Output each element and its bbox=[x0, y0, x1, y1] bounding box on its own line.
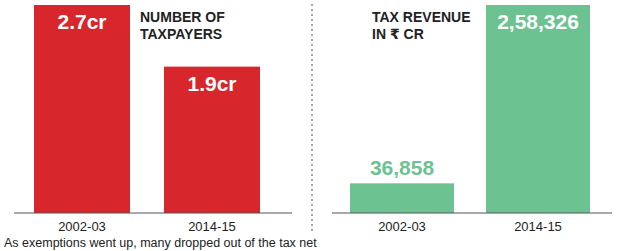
category-label: 2002-03 bbox=[378, 219, 426, 234]
data-label: 2,58,326 bbox=[497, 10, 579, 33]
bar bbox=[34, 5, 130, 213]
data-label: 2.7cr bbox=[57, 10, 106, 33]
data-label: 1.9cr bbox=[187, 72, 236, 95]
panel: 36,858 2002-03 2,58,326 2014-15 TAX REVENUEI… bbox=[332, 5, 612, 234]
category-label: 2002-03 bbox=[58, 219, 106, 234]
labels: 36,858 2002-03 2,58,326 2014-15 TAX REVENUEI… bbox=[370, 9, 579, 234]
data-label: 36,858 bbox=[370, 156, 435, 179]
panel: 2.7cr 2002-03 1.9cr 2014-15 NUMBER OFTAXPAYE… bbox=[14, 5, 292, 234]
title-line: NUMBER OF bbox=[140, 9, 225, 25]
bar bbox=[486, 5, 590, 213]
category-label: 2014-15 bbox=[188, 219, 236, 234]
baseline bbox=[332, 213, 612, 214]
title: NUMBER OFTAXPAYERS bbox=[140, 9, 225, 42]
panel-separator bbox=[311, 4, 313, 232]
bar bbox=[164, 67, 260, 213]
title: TAX REVENUEIN ₹ CR bbox=[372, 9, 471, 42]
baseline bbox=[14, 213, 292, 214]
title-line: TAXPAYERS bbox=[140, 26, 222, 42]
category-label: 2014-15 bbox=[514, 219, 562, 234]
caption: As exemptions went up, many dropped out … bbox=[4, 236, 317, 250]
chart-root: 2.7cr 2002-03 1.9cr 2014-15 NUMBER OFTAXPAYE… bbox=[0, 0, 624, 251]
bar bbox=[350, 183, 454, 213]
labels: 2.7cr 2002-03 1.9cr 2014-15 NUMBER OFTAXPAYE… bbox=[57, 9, 236, 234]
bars bbox=[34, 5, 260, 213]
title-line: TAX REVENUE bbox=[372, 9, 471, 25]
bars bbox=[350, 5, 590, 213]
title-line: IN ₹ CR bbox=[372, 26, 424, 42]
